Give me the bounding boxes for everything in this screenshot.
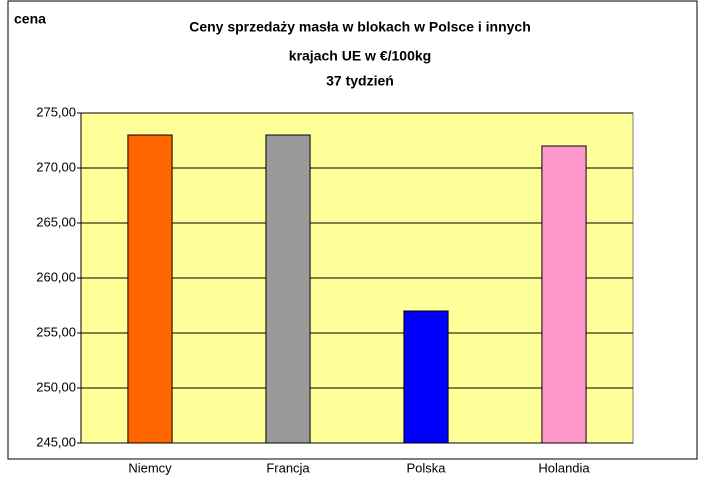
x-tick-label: Niemcy xyxy=(128,460,172,475)
bar xyxy=(403,310,449,444)
bar xyxy=(541,145,587,444)
y-tick-label: 250,00 xyxy=(36,379,76,394)
x-tick-label: Polska xyxy=(406,460,446,475)
y-tick-label: 275,00 xyxy=(36,104,76,119)
y-tick-label: 270,00 xyxy=(36,159,76,174)
bar xyxy=(265,134,311,444)
x-tick-label: Francja xyxy=(266,460,310,475)
bar xyxy=(127,134,173,444)
chart-title: Ceny sprzedaży masła w blokach w Polsce … xyxy=(189,19,531,35)
y-tick-label: 265,00 xyxy=(36,214,76,229)
y-axis-label: cena xyxy=(14,11,46,27)
chart-frame xyxy=(7,0,698,460)
y-tick-label: 255,00 xyxy=(36,324,76,339)
y-tick-label: 245,00 xyxy=(36,434,76,449)
chart-title: 37 tydzień xyxy=(326,73,394,89)
chart-title: krajach UE w €/100kg xyxy=(289,48,431,64)
x-tick-label: Holandia xyxy=(538,460,590,475)
y-tick-label: 260,00 xyxy=(36,269,76,284)
